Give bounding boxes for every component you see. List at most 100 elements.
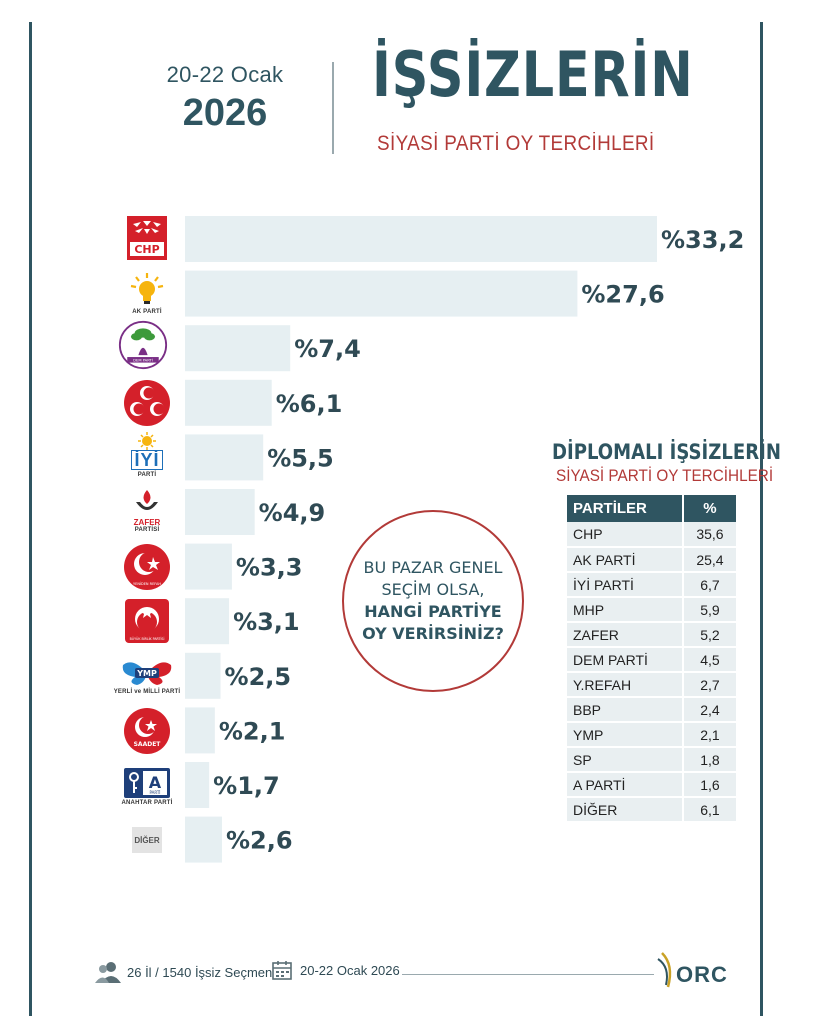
diploma-table-title: DİPLOMALI İŞSİZLERİN <box>552 440 781 464</box>
diploma-table-row: A PARTİ 1,6 <box>567 772 736 798</box>
page-subtitle: SİYASİ PARTİ OY TERCİHLERİ <box>377 132 655 155</box>
diploma-pct-cell: 2,1 <box>682 722 736 748</box>
anahtar-logo-caption: ANAHTAR PARTİ <box>121 800 173 806</box>
bar-label-9: %2,5 <box>225 663 292 691</box>
bar-5 <box>185 434 264 481</box>
iyi-logo: İYİ PARTİ <box>117 430 177 480</box>
bar-label-1: %33,2 <box>661 226 744 254</box>
footer-divider <box>402 974 654 975</box>
question-line-4: OY VERİRSİNİZ? <box>362 624 504 643</box>
diploma-party-cell: YMP <box>567 722 684 748</box>
saadet-logo-icon: SAADET <box>124 708 170 754</box>
diploma-pct-cell: 2,7 <box>682 672 736 698</box>
anahtar-logo-badge: PARTİ <box>149 790 160 795</box>
diploma-pct-cell: 6,7 <box>682 572 736 598</box>
diploma-table-row: Y.REFAH 2,7 <box>567 672 736 698</box>
bbp-logo-icon: BÜYÜK BİRLİK PARTİSİ <box>125 599 169 643</box>
orc-logo-text: ORC <box>676 962 728 987</box>
anahtar-logo: A PARTİ ANAHTAR PARTİ <box>117 762 177 812</box>
diploma-pct-cell: 5,2 <box>682 622 736 648</box>
diploma-table-row: CHP 35,6 <box>567 522 736 548</box>
bar-label-7: %3,3 <box>236 554 303 582</box>
bar-6 <box>185 489 255 535</box>
diger-logo: DİĞER <box>117 815 177 865</box>
bar-label-5: %5,5 <box>267 444 334 472</box>
bbp-logo: BÜYÜK BİRLİK PARTİSİ <box>117 596 177 646</box>
sun-icon <box>138 432 156 450</box>
diploma-pct-cell: 1,6 <box>682 772 736 798</box>
bar-2 <box>185 270 578 317</box>
orc-logo-icon <box>657 952 672 988</box>
question-circle: BU PAZAR GENEL SEÇİM OLSA, HANGİ PARTİYE… <box>342 510 524 692</box>
date-range: 20-22 Ocak <box>166 62 284 87</box>
diploma-pct-cell: 4,5 <box>682 647 736 673</box>
diploma-pct-cell: 5,9 <box>682 597 736 623</box>
diploma-table-header-row: PARTİLER % <box>567 495 736 522</box>
diploma-party-cell: MHP <box>567 597 684 623</box>
diploma-pct-cell: 6,1 <box>682 797 736 823</box>
diploma-party-cell: Y.REFAH <box>567 672 684 698</box>
ymp-logo-text: YMP <box>136 669 157 678</box>
diger-logo-text: DİĞER <box>132 827 162 853</box>
zafer-logo-text: ZAFER <box>133 517 161 527</box>
diploma-pct-cell: 1,8 <box>682 747 736 773</box>
diploma-party-cell: CHP <box>567 522 684 548</box>
diploma-table-row: SP 1,8 <box>567 747 736 773</box>
users-icon <box>95 962 121 983</box>
question-line-1: BU PAZAR GENEL <box>363 558 503 577</box>
bar-label-8: %3,1 <box>233 608 300 636</box>
footer-sample: 26 İl / 1540 İşsiz Seçmen <box>95 960 272 984</box>
title-divider <box>332 62 334 154</box>
bar-8 <box>185 598 230 645</box>
bar-1 <box>185 216 657 262</box>
question-line-2: SEÇİM OLSA, <box>381 580 485 599</box>
page-title: İŞSİZLERİN <box>372 38 694 111</box>
diploma-pct-cell: 35,6 <box>682 522 736 548</box>
date-box: 20-22 Ocak 2026 <box>150 62 300 135</box>
torch-icon <box>136 489 158 510</box>
diploma-table-subtitle: SİYASİ PARTİ OY TERCİHLERİ <box>556 466 774 485</box>
date-year: 2026 <box>182 92 268 134</box>
diploma-party-cell: DİĞER <box>567 797 684 823</box>
bar-label-3: %7,4 <box>294 335 361 363</box>
bar-label-11: %1,7 <box>213 772 280 800</box>
diploma-party-cell: AK PARTİ <box>567 547 684 573</box>
diploma-party-cell: BBP <box>567 697 684 723</box>
yrp-logo: YENİDEN REFAH <box>117 542 177 592</box>
footer-date: 20-22 Ocak 2026 <box>272 960 400 980</box>
frame-right-line <box>760 22 763 1016</box>
akp-logo: AK PARTİ <box>117 268 177 318</box>
bar-4 <box>185 379 272 426</box>
question-line-3: HANGİ PARTİYE <box>364 602 502 621</box>
diploma-party-cell: ZAFER <box>567 622 684 648</box>
bar-10 <box>185 707 215 754</box>
chp-logo: CHP <box>117 213 177 263</box>
dem-logo-text: DEM PARTİ <box>133 358 153 363</box>
bar-7 <box>185 543 232 590</box>
diploma-table-row: MHP 5,9 <box>567 597 736 623</box>
iyi-logo-text: İYİ <box>131 450 163 470</box>
ymp-logo: YMP YERLİ ve MİLLİ PARTİ <box>112 652 182 702</box>
mhp-logo <box>117 378 177 428</box>
diploma-pct-cell: 25,4 <box>682 547 736 573</box>
bar-12 <box>185 816 222 863</box>
diploma-party-cell: SP <box>567 747 684 773</box>
bar-label-12: %2,6 <box>226 827 293 855</box>
bar-3 <box>185 325 291 372</box>
bar-label-2: %27,6 <box>581 281 664 309</box>
lightbulb-icon <box>130 273 164 304</box>
diploma-table-row: AK PARTİ 25,4 <box>567 547 736 573</box>
footer-sample-text: 26 İl / 1540 İşsiz Seçmen <box>127 964 273 980</box>
yrp-logo-text: YENİDEN REFAH <box>133 581 161 586</box>
bar-label-6: %4,9 <box>259 499 326 527</box>
diploma-table-row: YMP 2,1 <box>567 722 736 748</box>
chp-logo-icon: CHP <box>127 216 167 260</box>
key-icon: A PARTİ <box>124 768 170 798</box>
diploma-table-row: ZAFER 5,2 <box>567 622 736 648</box>
diploma-table-row: DİĞER 6,1 <box>567 797 736 823</box>
zafer-logo: ZAFER PARTİSİ <box>117 485 177 535</box>
three-crescents-icon <box>124 380 170 426</box>
ymp-logo-caption: YERLİ ve MİLLİ PARTİ <box>113 689 181 695</box>
diploma-pct-cell: 2,4 <box>682 697 736 723</box>
